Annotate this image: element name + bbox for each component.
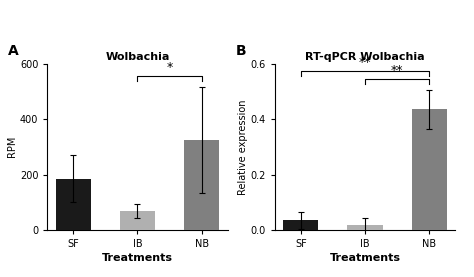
Text: B: B bbox=[235, 44, 246, 58]
Bar bbox=[411, 109, 447, 230]
Bar bbox=[120, 211, 155, 230]
Text: *: * bbox=[166, 61, 173, 74]
Y-axis label: Relative expression: Relative expression bbox=[238, 99, 248, 194]
X-axis label: Treatments: Treatments bbox=[329, 253, 401, 263]
Text: **: ** bbox=[359, 56, 371, 69]
Y-axis label: RPM: RPM bbox=[7, 136, 17, 158]
X-axis label: Treatments: Treatments bbox=[102, 253, 173, 263]
Text: A: A bbox=[8, 44, 18, 58]
Bar bbox=[184, 140, 219, 230]
Title: RT-qPCR Wolbachia: RT-qPCR Wolbachia bbox=[305, 52, 425, 61]
Bar bbox=[347, 225, 383, 230]
Bar bbox=[55, 179, 91, 230]
Bar bbox=[283, 220, 319, 230]
Text: **: ** bbox=[391, 65, 403, 78]
Title: Wolbachia: Wolbachia bbox=[105, 52, 170, 61]
